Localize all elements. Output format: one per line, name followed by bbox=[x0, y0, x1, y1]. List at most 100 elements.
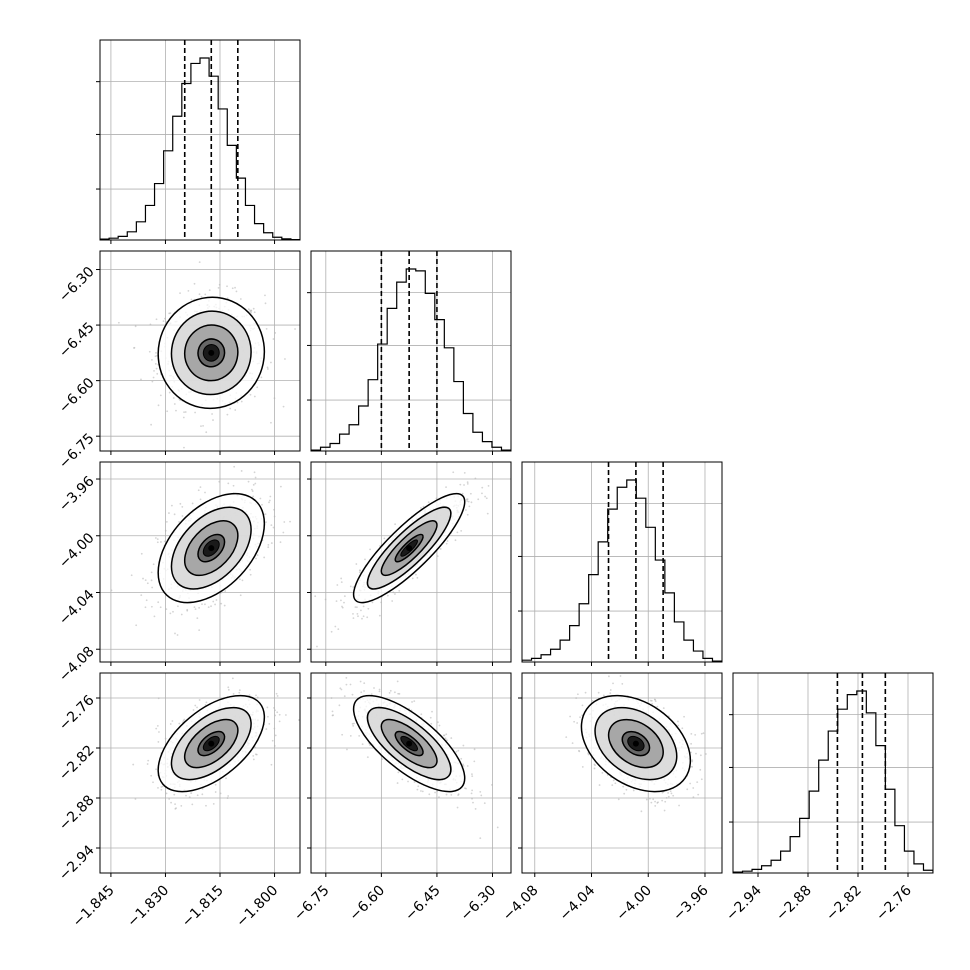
scatter-point bbox=[339, 687, 342, 690]
scatter-point bbox=[134, 325, 137, 328]
scatter-point bbox=[182, 416, 185, 419]
panel-frame bbox=[99, 461, 301, 663]
scatter-point bbox=[340, 581, 343, 584]
scatter-point bbox=[472, 801, 474, 804]
scatter-point bbox=[394, 523, 397, 526]
panel-3-0 bbox=[96, 672, 301, 877]
scatter-point bbox=[184, 411, 187, 413]
scatter-point bbox=[667, 792, 670, 794]
scatter-point bbox=[477, 498, 480, 501]
scatter-point bbox=[212, 419, 214, 421]
y-tick-label: −6.60 bbox=[56, 375, 98, 417]
scatter-point bbox=[334, 625, 337, 628]
scatter-point bbox=[134, 798, 137, 800]
scatter-point bbox=[274, 332, 277, 334]
scatter-point bbox=[487, 484, 490, 487]
scatter-point bbox=[366, 756, 369, 759]
x-tick-label: −6.60 bbox=[347, 883, 389, 925]
scatter-point bbox=[152, 563, 155, 566]
y-tick-label: −6.30 bbox=[56, 264, 98, 306]
scatter-point bbox=[336, 584, 339, 586]
scatter-point bbox=[254, 482, 257, 485]
scatter-point bbox=[172, 610, 174, 613]
scatter-point bbox=[154, 537, 157, 539]
scatter-point bbox=[349, 734, 352, 737]
scatter-point bbox=[466, 500, 469, 502]
scatter-point bbox=[397, 692, 400, 695]
scatter-point bbox=[117, 321, 120, 324]
scatter-point bbox=[283, 521, 286, 523]
scatter-point bbox=[259, 497, 262, 500]
scatter-point bbox=[396, 782, 399, 784]
scatter-point bbox=[160, 786, 163, 788]
scatter-point bbox=[378, 614, 381, 617]
scatter-point bbox=[527, 832, 529, 834]
scatter-point bbox=[268, 722, 271, 725]
scatter-point bbox=[429, 716, 432, 719]
scatter-point bbox=[450, 793, 453, 796]
scatter-point bbox=[463, 484, 465, 486]
scatter-point bbox=[251, 490, 254, 492]
density-max bbox=[406, 545, 413, 552]
scatter-point bbox=[388, 691, 391, 694]
panel-frame bbox=[732, 672, 934, 874]
scatter-point bbox=[253, 395, 256, 398]
scatter-point bbox=[584, 691, 587, 694]
scatter-point bbox=[204, 603, 206, 606]
scatter-point bbox=[263, 556, 266, 559]
scatter-point bbox=[369, 548, 371, 551]
x-tick-label: −1.830 bbox=[124, 883, 172, 931]
histogram-2 bbox=[522, 479, 722, 662]
scatter-point bbox=[353, 722, 355, 725]
scatter-point bbox=[683, 715, 685, 718]
scatter-point bbox=[219, 792, 222, 795]
scatter-point bbox=[392, 591, 395, 594]
scatter-point bbox=[140, 378, 142, 381]
scatter-point bbox=[157, 786, 159, 789]
scatter-point bbox=[265, 521, 267, 524]
scatter-point bbox=[656, 802, 659, 804]
scatter-point bbox=[212, 803, 215, 805]
scatter-point bbox=[612, 779, 615, 782]
scatter-point bbox=[144, 606, 147, 609]
scatter-point bbox=[357, 615, 359, 618]
scatter-point bbox=[249, 573, 252, 576]
scatter-point bbox=[358, 735, 361, 737]
scatter-point bbox=[452, 471, 455, 474]
scatter-point bbox=[153, 369, 155, 372]
scatter-point bbox=[463, 471, 466, 474]
scatter-point bbox=[471, 775, 474, 778]
scatter-point bbox=[702, 732, 705, 735]
density-max bbox=[208, 740, 215, 747]
scatter-point bbox=[150, 571, 153, 574]
scatter-point bbox=[438, 724, 441, 727]
scatter-point bbox=[340, 688, 343, 691]
histogram-0 bbox=[100, 57, 300, 240]
scatter-point bbox=[331, 714, 334, 717]
scatter-point bbox=[156, 538, 159, 541]
scatter-point bbox=[597, 691, 600, 694]
scatter-point bbox=[669, 790, 672, 793]
scatter-point bbox=[678, 804, 680, 807]
scatter-point bbox=[579, 716, 581, 719]
scatter-point bbox=[469, 492, 472, 495]
scatter-point bbox=[186, 608, 189, 611]
scatter-point bbox=[343, 595, 346, 598]
scatter-point bbox=[205, 804, 207, 807]
scatter-point bbox=[226, 797, 229, 799]
scatter-point bbox=[252, 758, 255, 761]
scatter-point bbox=[179, 292, 181, 295]
scatter-point bbox=[276, 711, 279, 714]
scatter-point bbox=[481, 486, 484, 489]
scatter-point bbox=[194, 411, 197, 414]
scatter-point bbox=[190, 792, 193, 795]
scatter-point bbox=[436, 555, 439, 557]
scatter-point bbox=[496, 826, 499, 829]
scatter-point bbox=[591, 699, 594, 702]
scatter-point bbox=[460, 757, 463, 760]
scatter-point bbox=[691, 760, 694, 763]
scatter-point bbox=[464, 509, 467, 511]
scatter-point bbox=[232, 693, 235, 695]
scatter-point bbox=[205, 431, 208, 434]
scatter-point bbox=[252, 483, 255, 486]
